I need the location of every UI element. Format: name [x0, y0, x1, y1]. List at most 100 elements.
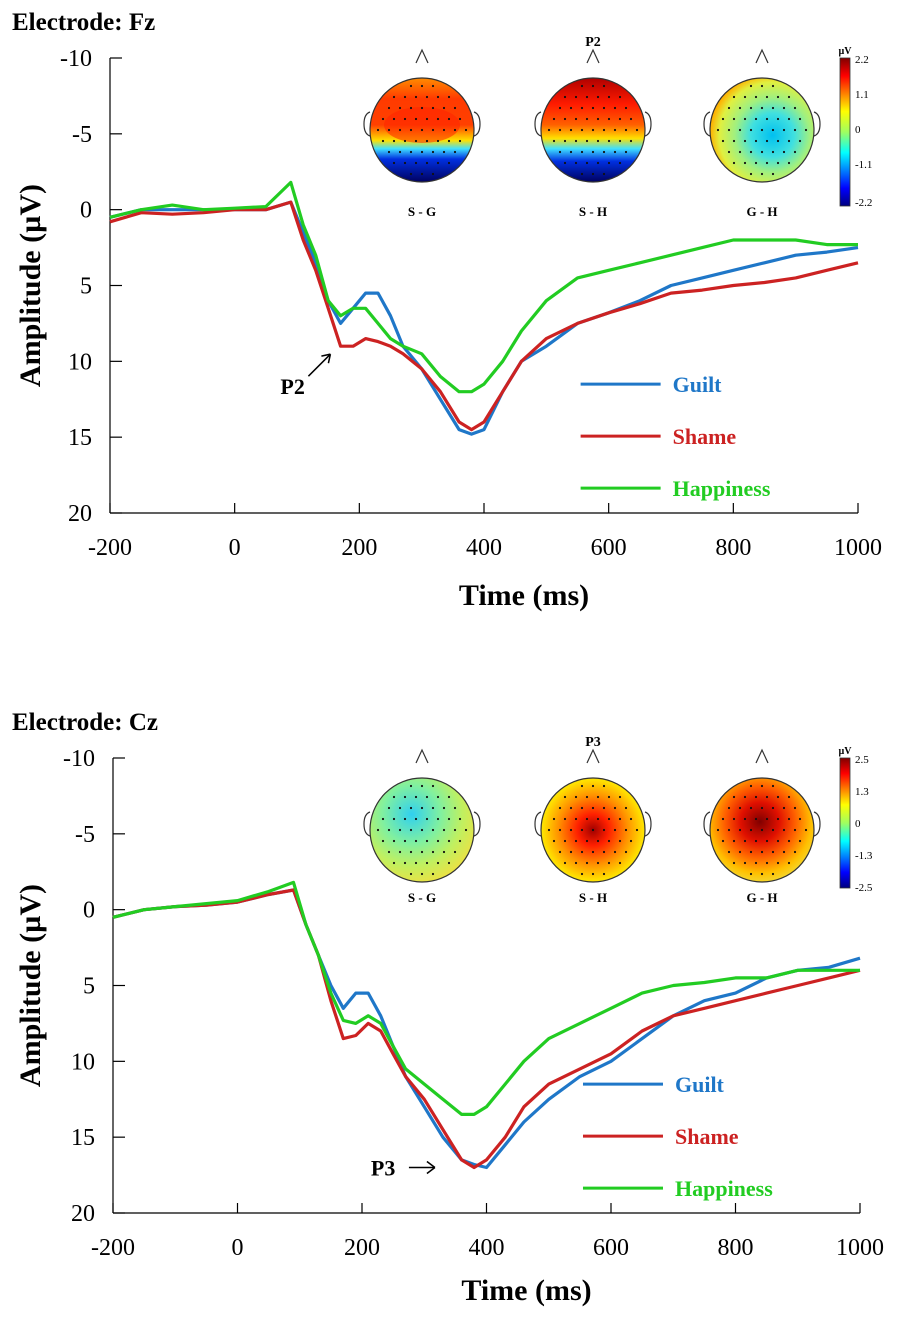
electrode-dot	[618, 839, 622, 843]
electrode-dot	[436, 861, 440, 865]
electrode-dot	[732, 117, 736, 121]
electrode-dot	[381, 817, 385, 821]
electrode-dot	[754, 839, 758, 843]
panel-cz: Electrode: Cz P3 S - G S - H	[12, 709, 884, 1307]
electrode-dot	[596, 139, 600, 143]
electrode-dot	[420, 84, 424, 88]
electrode-dot	[749, 828, 753, 832]
electrode-dot	[596, 839, 600, 843]
electrode-dot	[760, 784, 764, 788]
electrode-dot	[392, 117, 396, 121]
electrode-dot	[765, 161, 769, 165]
electrode-dot	[754, 817, 758, 821]
electrode-dot	[420, 872, 424, 876]
electrode-dot	[398, 106, 402, 110]
electrode-dot	[387, 106, 391, 110]
electrode-dot	[458, 817, 462, 821]
electrode-dot	[409, 106, 413, 110]
electrode-dot	[591, 828, 595, 832]
electrode-dot	[447, 817, 451, 821]
electrode-dot	[552, 139, 556, 143]
y-tick-label: 0	[83, 898, 95, 924]
electrode-dot	[754, 161, 758, 165]
electrode-dot	[414, 95, 418, 99]
y-tick-label: 20	[68, 501, 92, 527]
electrode-dot	[798, 817, 802, 821]
electrode-dot	[732, 95, 736, 99]
electrode-dot	[563, 817, 567, 821]
electrode-dot	[442, 150, 446, 154]
y-tick-label: 20	[71, 1201, 95, 1227]
electrode-dot	[580, 850, 584, 854]
x-tick-label: 0	[229, 535, 241, 561]
electrode-dot	[425, 117, 429, 121]
electrode-dot	[558, 850, 562, 854]
electrode-dot	[569, 150, 573, 154]
electrode-dot	[749, 172, 753, 176]
electrode-dot	[602, 150, 606, 154]
x-tick-label: 800	[718, 1235, 754, 1261]
topomap-group: P3 S - G S - H	[363, 735, 873, 905]
electrode-dot	[760, 872, 764, 876]
electrode-dot	[414, 817, 418, 821]
topomap-label: S - G	[408, 890, 436, 905]
electrode-dot	[436, 839, 440, 843]
electrode-dot	[431, 84, 435, 88]
electrode-dot	[392, 95, 396, 99]
electrode-dot	[453, 828, 457, 832]
electrode-dots	[547, 784, 639, 876]
electrode-dot	[585, 117, 589, 121]
electrode-dot	[403, 795, 407, 799]
electrode-dot	[721, 117, 725, 121]
electrode-dot	[743, 161, 747, 165]
electrode-dot	[420, 784, 424, 788]
electrode-dot	[765, 795, 769, 799]
electrode-dot	[776, 839, 780, 843]
electrode-dot	[453, 128, 457, 132]
electrode-dot	[727, 850, 731, 854]
electrode-dot	[591, 106, 595, 110]
y-tick-label: -10	[60, 46, 92, 72]
electrode-dot	[613, 828, 617, 832]
electrode-dot	[563, 139, 567, 143]
electrode-dot	[436, 95, 440, 99]
electrode-dot	[760, 150, 764, 154]
electrode-dot	[738, 828, 742, 832]
topomap-s-g	[363, 748, 481, 883]
x-axis-label: Time (ms)	[461, 1274, 591, 1307]
electrode-dot	[574, 861, 578, 865]
electrode-dot	[392, 839, 396, 843]
electrode-dot	[782, 150, 786, 154]
electrode-dot	[727, 106, 731, 110]
electrode-dot	[431, 172, 435, 176]
y-tick-label: 15	[68, 425, 92, 451]
electrode-dot	[624, 806, 628, 810]
electrode-dot	[403, 817, 407, 821]
electrode-dot	[436, 161, 440, 165]
electrode-dot	[447, 139, 451, 143]
electrode-dot	[793, 106, 797, 110]
electrode-dot	[624, 106, 628, 110]
electrode-dot	[607, 161, 611, 165]
electrode-dot	[381, 117, 385, 121]
electrode-dot	[425, 139, 429, 143]
topomap-s-g	[363, 48, 481, 183]
electrode-dot	[414, 861, 418, 865]
electrode-dot	[574, 95, 578, 99]
electrode-dot	[381, 839, 385, 843]
peak-annotation-arrowhead	[426, 1160, 436, 1175]
electrode-dot	[563, 95, 567, 99]
electrode-dot	[793, 828, 797, 832]
electrode-dot	[607, 861, 611, 865]
y-tick-label: 5	[83, 974, 95, 1000]
electrode-dot	[771, 806, 775, 810]
electrode-dot	[409, 806, 413, 810]
electrode-dot	[458, 117, 462, 121]
electrode-dot	[431, 128, 435, 132]
electrode-dot	[738, 150, 742, 154]
electrode-dot	[602, 784, 606, 788]
electrode-dot	[760, 84, 764, 88]
electrode-dot	[738, 850, 742, 854]
electrode-dot	[613, 850, 617, 854]
electrode-dot	[624, 828, 628, 832]
